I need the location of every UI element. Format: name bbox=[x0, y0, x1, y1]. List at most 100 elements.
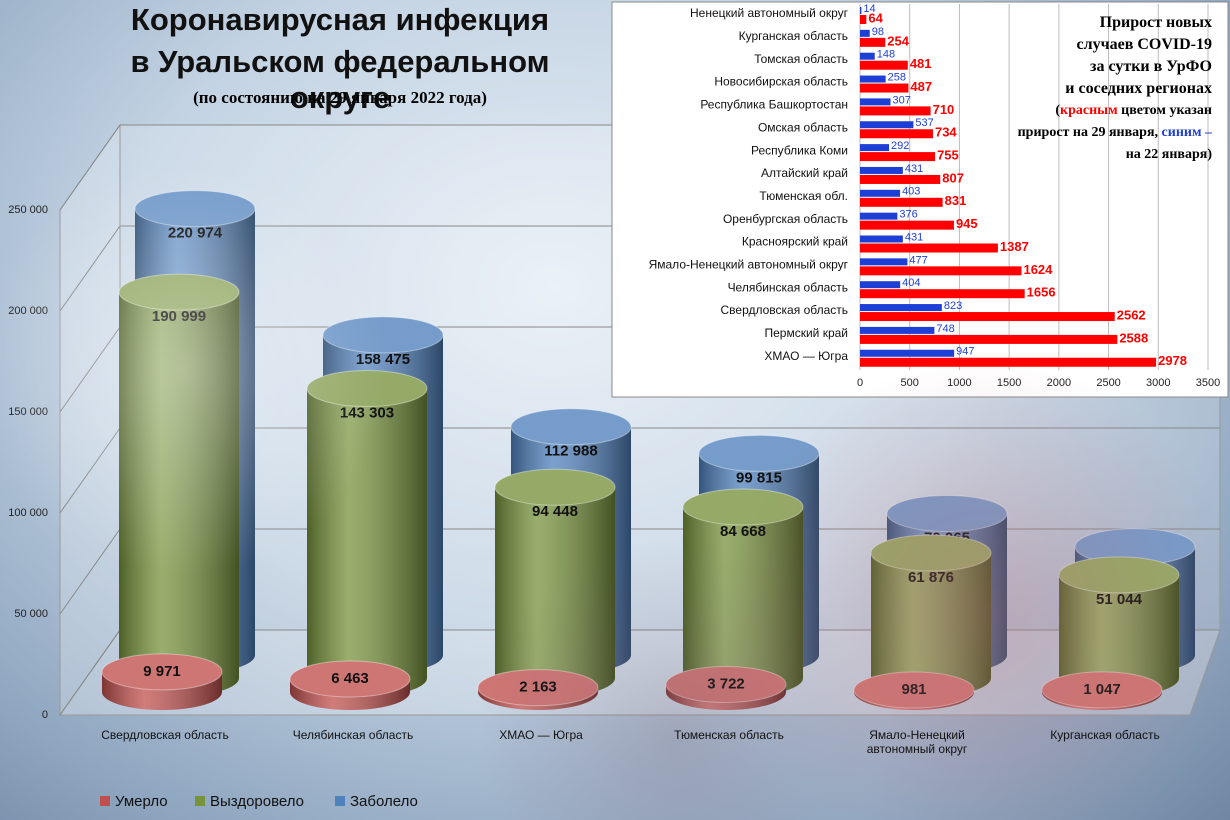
cylinder-top bbox=[322, 316, 444, 354]
x-tick-label: 2500 bbox=[1096, 377, 1120, 389]
cylinder-top bbox=[118, 273, 240, 311]
value-label: 431 bbox=[905, 231, 923, 243]
bar bbox=[860, 357, 1157, 367]
y-tick-label: 150 000 bbox=[8, 406, 48, 418]
value-label: 6 463 bbox=[331, 670, 369, 687]
value-label: 94 448 bbox=[532, 503, 578, 520]
y-tick-label: Томская область bbox=[754, 52, 848, 66]
annotation-line: за сутки в УрФО bbox=[1090, 58, 1212, 75]
cylinder-top-light bbox=[323, 316, 443, 353]
bar bbox=[860, 349, 955, 357]
annotation: Прирост новых случаев COVID-19 за сутки в … bbox=[1007, 12, 1212, 166]
value-label: 51 044 bbox=[1096, 591, 1143, 608]
cylinder-top bbox=[886, 494, 1008, 532]
bar bbox=[860, 289, 1025, 299]
bar bbox=[860, 129, 933, 139]
value-label: 220 974 bbox=[168, 225, 223, 242]
value-label: 99 815 bbox=[736, 469, 782, 486]
y-tick-label: Красноярский край bbox=[742, 235, 848, 249]
note-segment: синим – bbox=[1161, 125, 1212, 140]
chart-title: в Уральском федеральном округе bbox=[130, 44, 550, 115]
cylinder-top bbox=[1041, 671, 1163, 709]
bar bbox=[860, 106, 931, 116]
x-tick-label: 3500 bbox=[1196, 377, 1220, 389]
cylinder-shade bbox=[307, 388, 427, 696]
value-label: 710 bbox=[933, 102, 955, 117]
cylinder-top-light bbox=[102, 653, 222, 690]
value-label: 254 bbox=[887, 33, 909, 48]
cylinder-top bbox=[101, 653, 223, 691]
y-tick-label: Омская область bbox=[758, 120, 848, 134]
value-label: 1 047 bbox=[1083, 681, 1121, 698]
y-tick-label: Алтайский край bbox=[761, 166, 848, 180]
value-label: 2562 bbox=[1117, 307, 1146, 322]
annotation-line: и соседних регионах bbox=[1065, 80, 1212, 97]
value-label: 258 bbox=[888, 71, 906, 83]
y-tick-label: 50 000 bbox=[14, 608, 48, 620]
x-tick-label: Тюменская область bbox=[674, 728, 784, 742]
x-tick-label: Курганская область bbox=[1050, 728, 1160, 742]
x-tick-label: 3000 bbox=[1146, 377, 1170, 389]
value-label: 823 bbox=[944, 300, 962, 312]
cylinder-top-light bbox=[511, 408, 631, 445]
cylinder-top-light bbox=[307, 370, 427, 407]
bar bbox=[860, 189, 901, 197]
cylinder-top bbox=[289, 660, 411, 698]
plot-3d: 0 50 000 100 000 150 000 200 000 250 000 220 9… bbox=[8, 124, 1220, 810]
value-label: 1656 bbox=[1027, 285, 1056, 300]
bar bbox=[860, 29, 870, 37]
y-tick-label: 250 000 bbox=[8, 204, 48, 216]
bar bbox=[860, 220, 954, 230]
value-label: 307 bbox=[893, 94, 911, 106]
cylinder-top bbox=[1058, 556, 1180, 594]
value-label: 64 bbox=[868, 10, 883, 25]
bar bbox=[860, 144, 890, 152]
value-label: 2978 bbox=[1158, 353, 1187, 368]
value-label: 2 163 bbox=[519, 679, 557, 696]
bar bbox=[860, 7, 862, 14]
note-segment: цветом указан прирост на 29 января, bbox=[1017, 103, 1212, 140]
bar bbox=[860, 166, 903, 174]
x-tick-label: 1000 bbox=[947, 377, 971, 389]
value-label: 84 668 bbox=[720, 523, 766, 540]
value-label: 3 722 bbox=[707, 675, 745, 692]
annotation-line: случаев COVID-19 bbox=[1076, 36, 1212, 53]
y-tick-label: Республика Башкортостан bbox=[700, 98, 848, 112]
value-label: 1387 bbox=[1000, 239, 1029, 254]
value-label: 148 bbox=[877, 49, 895, 61]
bar bbox=[860, 266, 1022, 276]
cylinder-shade bbox=[1059, 574, 1179, 696]
value-label: 477 bbox=[909, 254, 927, 266]
bar bbox=[860, 152, 936, 162]
value-label: 487 bbox=[910, 79, 932, 94]
y-tick-label: Новосибирская область bbox=[714, 75, 848, 89]
value-label: 947 bbox=[956, 346, 974, 358]
value-label: 190 999 bbox=[152, 308, 206, 325]
x-tick-label: 0 bbox=[857, 377, 863, 389]
bar bbox=[860, 52, 875, 60]
cylinder-top-light bbox=[871, 535, 991, 572]
note-segment: красным bbox=[1060, 103, 1118, 118]
value-label: 831 bbox=[945, 193, 967, 208]
y-tick-label: 200 000 bbox=[8, 305, 48, 317]
y-tick-label: Оренбургская область bbox=[723, 212, 848, 226]
y-tick-label: Ямало-Ненецкий автономный округ bbox=[649, 258, 849, 272]
cylinder-top-light bbox=[1075, 528, 1195, 565]
cylinder-top-light bbox=[119, 274, 239, 311]
value-label: 403 bbox=[902, 186, 920, 198]
value-label: 537 bbox=[915, 117, 933, 129]
chart-subtitle: (по состоянию на 29 января 2022 года) bbox=[193, 88, 487, 107]
cylinder-top-light bbox=[135, 190, 255, 227]
bar bbox=[860, 243, 998, 253]
y-tick-label: 0 bbox=[42, 709, 48, 721]
y-tick-label: Пермский край bbox=[764, 326, 848, 340]
cylinder-top-light bbox=[478, 669, 598, 706]
value-label: 1624 bbox=[1023, 262, 1053, 277]
value-label: 98 bbox=[872, 26, 884, 38]
value-label: 981 bbox=[901, 681, 926, 698]
bar bbox=[860, 60, 908, 70]
cylinder-top bbox=[870, 534, 992, 572]
value-label: 481 bbox=[910, 56, 932, 71]
y-tick-label: Республика Коми bbox=[751, 143, 848, 157]
